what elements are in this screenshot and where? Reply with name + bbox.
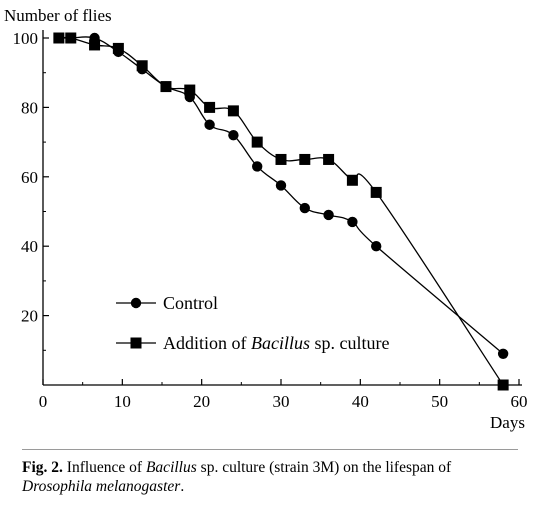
y-tick-label-40: 40 — [21, 237, 38, 256]
caption-italic-1: Bacillus — [145, 459, 197, 476]
control-point-10 — [275, 180, 287, 191]
control-point-8 — [228, 129, 239, 141]
y-tick-label-60: 60 — [21, 168, 38, 187]
figure-caption: Fig. 2. Influence of Bacillus sp. cultur… — [22, 458, 522, 496]
y-tick-label-20: 20 — [21, 307, 38, 326]
bacillus-point-3 — [112, 42, 124, 54]
bacillus-point-14 — [370, 186, 382, 198]
bacillus-point-15 — [497, 379, 509, 391]
control-point-12 — [323, 209, 334, 221]
x-tick-label-50: 50 — [431, 392, 448, 411]
caption-text-1: Influence of — [62, 459, 146, 476]
control-point-14 — [371, 241, 382, 252]
y-tick-label-100: 100 — [13, 29, 39, 48]
x-tick-label-60: 60 — [511, 392, 528, 411]
bacillus-point-0 — [53, 32, 65, 44]
control-point-11 — [299, 202, 310, 214]
bacillus-point-1 — [65, 32, 77, 44]
caption-divider — [22, 449, 518, 450]
bacillus-point-10 — [275, 153, 287, 165]
x-tick-label-40: 40 — [352, 392, 369, 411]
caption-label: Fig. 2. — [22, 459, 63, 476]
x-tick-label-10: 10 — [114, 392, 131, 411]
caption-text-2: sp. culture (strain 3M) on the lifespan … — [196, 459, 452, 476]
bacillus-point-6 — [184, 84, 196, 96]
bacillus-point-13 — [346, 174, 358, 186]
x-tick-label-30: 30 — [273, 392, 290, 411]
y-tick-label-80: 80 — [21, 98, 38, 117]
caption-italic-2: Drosophila melanogaster — [22, 478, 181, 495]
legend-label-control: Control — [163, 293, 218, 313]
control-point-13 — [347, 216, 358, 228]
x-tick-label-20: 20 — [193, 392, 210, 411]
bacillus-point-9 — [251, 136, 263, 148]
lifespan-chart: Number of flies Days 0 10 20 30 40 50 60 20 40 60… — [4, 6, 528, 432]
legend-marker-bacillus — [130, 337, 142, 349]
x-axis-label: Days — [490, 413, 525, 432]
bacillus-point-5 — [160, 81, 172, 93]
caption-text-3: . — [180, 478, 185, 495]
control-point-15 — [497, 348, 509, 359]
legend-marker-control — [130, 297, 142, 309]
series-line-control — [58, 36, 504, 355]
x-tick-label-0: 0 — [39, 392, 48, 411]
bacillus-point-12 — [323, 153, 335, 165]
y-axis-label: Number of flies — [4, 6, 112, 25]
bacillus-point-2 — [89, 39, 101, 51]
bacillus-point-7 — [204, 101, 216, 113]
legend: Control Addition of Bacillus sp. culture — [116, 293, 389, 353]
control-point-9 — [252, 161, 263, 172]
legend-label-bacillus: Addition of Bacillus sp. culture — [163, 333, 389, 353]
bacillus-point-4 — [136, 60, 148, 72]
control-point-7 — [204, 119, 215, 130]
bacillus-point-11 — [299, 153, 311, 165]
bacillus-point-8 — [227, 105, 239, 117]
